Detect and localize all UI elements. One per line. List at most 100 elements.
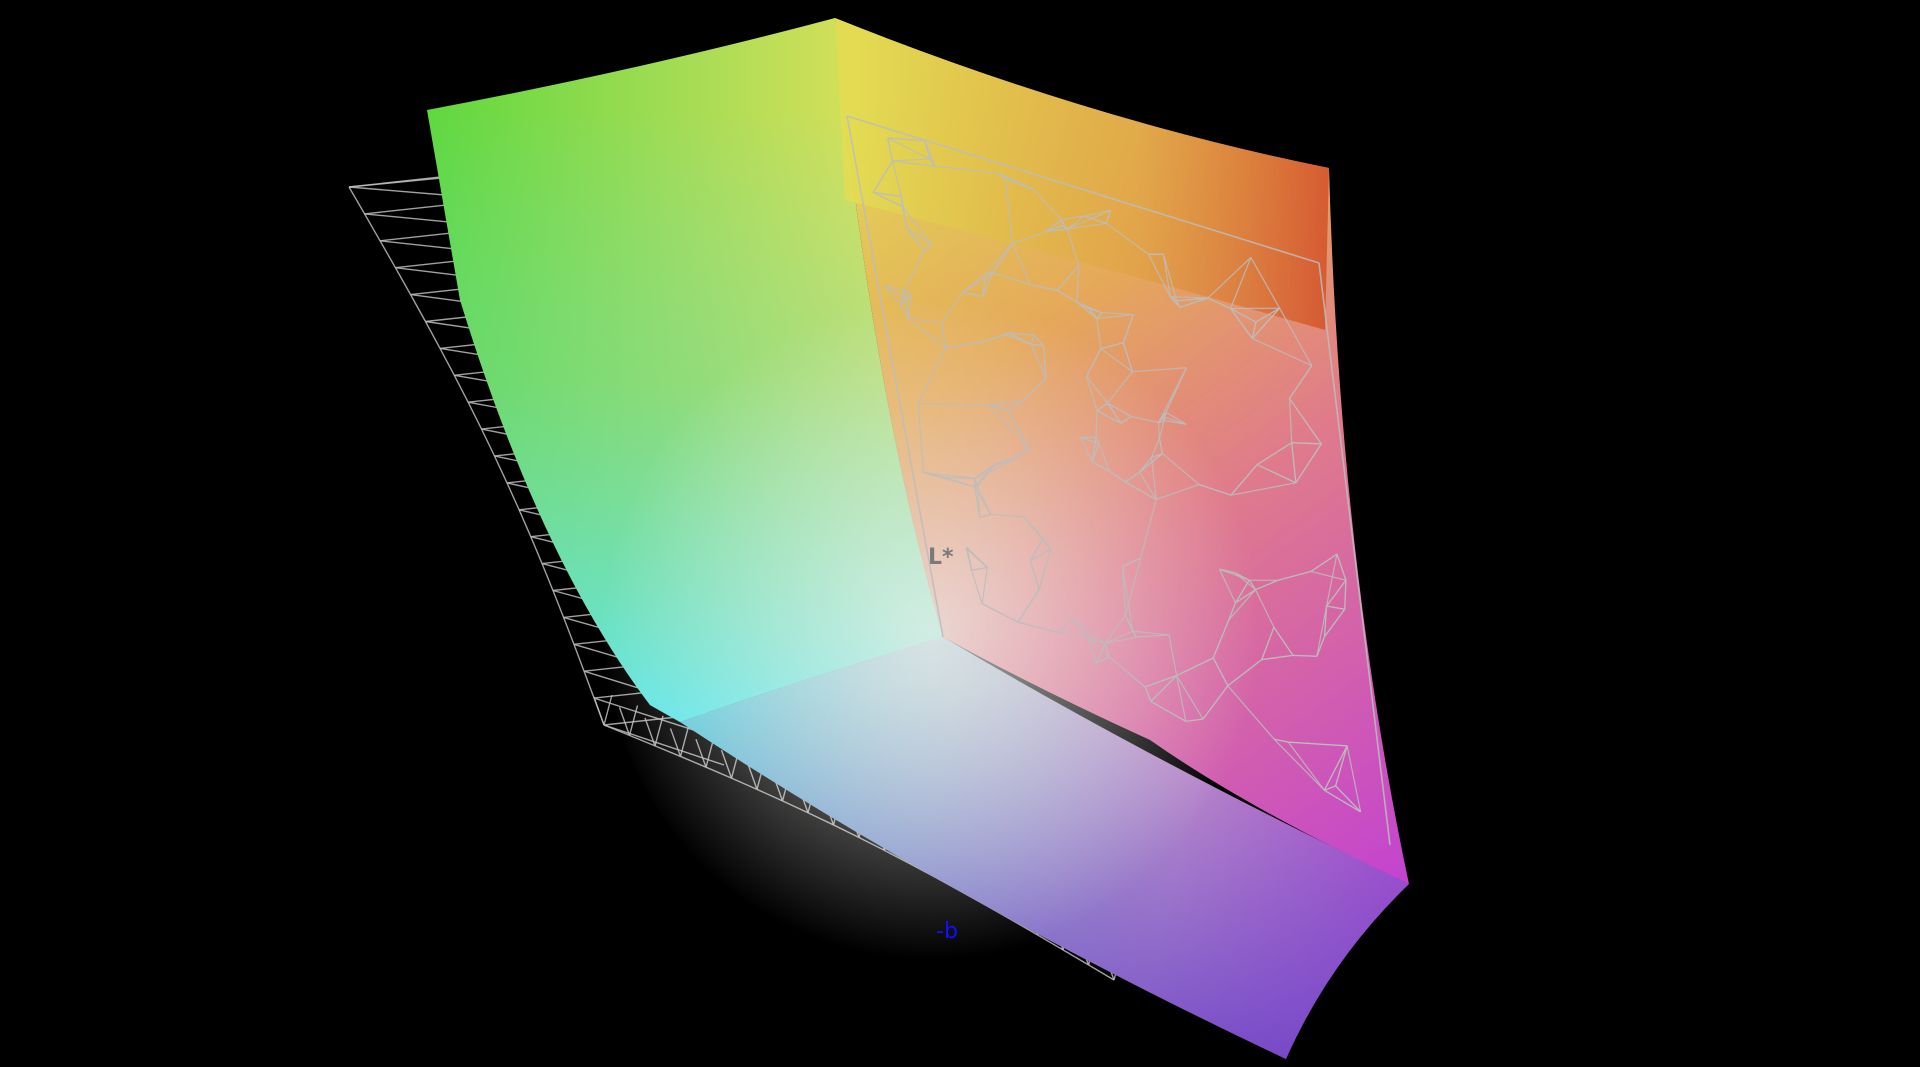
wireframe-edge [1287,741,1325,791]
wireframe-edge [603,694,613,726]
wireframe-edge [1228,602,1236,620]
wireframe-edge [1120,415,1132,424]
wireframe-edge [1106,402,1122,424]
wireframe-edge [974,464,995,479]
wireframe-edge [1095,410,1098,438]
wireframe-edge [552,590,565,618]
wireframe-edge [562,617,575,645]
wireframe-edge [1096,313,1134,320]
wireframe-edge [992,272,1031,286]
wireframe-edge [990,513,1024,518]
wireframe-edge [976,464,995,487]
wireframe-edge [892,158,931,162]
wireframe-edge [846,115,944,638]
wireframe-edge [1108,656,1146,688]
white-point-glow [605,300,1265,960]
wireframe-edge [1066,228,1080,266]
wireframe-edge [1004,178,1014,244]
wireframe-edge [1136,634,1170,638]
wireframe-edge [923,243,933,252]
wireframe-edge [1124,558,1142,616]
wireframe-edge [1207,297,1231,310]
wireframe-edge [1058,631,1088,638]
wireframe-edge [1162,254,1178,302]
wireframe-edge [989,400,1023,406]
wireframe-edge [1289,398,1322,445]
wireframe-edge [1076,301,1098,319]
wireframe-edge [1108,470,1126,483]
wireframe-edge [985,243,1013,274]
wireframe-edge [1198,483,1232,496]
wireframe-edge [1124,615,1134,632]
wireframe-edge [917,347,946,405]
wireframe-edge [1273,738,1325,791]
wireframe-edge [971,570,983,604]
wireframe-edge [886,137,894,162]
wireframe-edge [962,291,983,297]
wireframe-edge [1008,332,1032,345]
wireframe-edge [1125,481,1157,500]
wireframe-edge [1344,580,1347,610]
wireframe-edge [901,206,933,245]
wireframe-edge [900,304,910,319]
wireframe-edge [1176,675,1204,720]
wireframe-edge [493,455,508,484]
wireframe-edge [1122,566,1127,616]
wireframe-edge [1046,219,1062,232]
wireframe-edge [1132,630,1170,636]
wireframe-edge [1288,365,1313,399]
wireframe-edge [1096,318,1102,349]
wireframe-edge [480,428,496,457]
wireframe-edge [900,290,905,306]
wireframe-edge [1086,375,1108,404]
wireframe-edge [1076,265,1080,303]
wireframe-edge [1310,570,1347,581]
wireframe-edge [583,670,595,699]
wireframe-edge [1212,657,1229,687]
wireframe-edge [409,294,427,322]
wireframe-edge [966,547,988,568]
wireframe-edge [1147,254,1171,297]
wireframe-edge [1098,443,1110,472]
wireframe-edge [900,196,908,230]
wireframe-edge [981,273,987,297]
wireframe-edge [1139,453,1163,473]
wireframe-edge [1325,553,1338,607]
wireframe-edge [1023,516,1052,550]
wireframe-edge [1162,453,1200,486]
wireframe-edge [1230,482,1296,496]
wireframe-edge [1029,538,1044,562]
wireframe-edge [1219,568,1236,574]
wireframe-edge [923,471,976,479]
wireframe-edge [1122,566,1134,632]
wireframe-edge [887,137,925,142]
wireframe-edge [1131,415,1159,424]
wireframe-edge [1168,634,1178,676]
wireframe-edge [1122,342,1133,372]
wireframe-edge [1310,553,1338,572]
wireframe-edge [1106,222,1149,255]
wireframe-edge [1288,398,1293,443]
wireframe-edge [892,160,935,167]
wireframe-edge [1288,741,1348,747]
wireframe-edge [962,272,994,293]
wireframe-edge [1165,411,1187,425]
wireframe-edge [908,317,942,324]
wireframe-edge [1155,484,1200,500]
wireframe-edge [1096,402,1108,412]
wireframe-edge [1057,617,1072,633]
wireframe-edge [1150,437,1160,458]
wireframe-edge [1091,437,1097,462]
wireframe-edge [1218,568,1236,604]
wireframe-edge [1346,745,1362,812]
wireframe-edge [1066,209,1111,230]
wireframe-edge [1230,307,1257,323]
wireframe-edge [1202,685,1229,720]
wireframe-edge [1056,265,1080,291]
wireframe-edge [424,321,441,349]
wireframe-edge [1139,471,1157,500]
wireframe-edge [1007,410,1031,450]
wireframe-edge [1029,283,1058,291]
wireframe-edge [1008,401,1023,412]
